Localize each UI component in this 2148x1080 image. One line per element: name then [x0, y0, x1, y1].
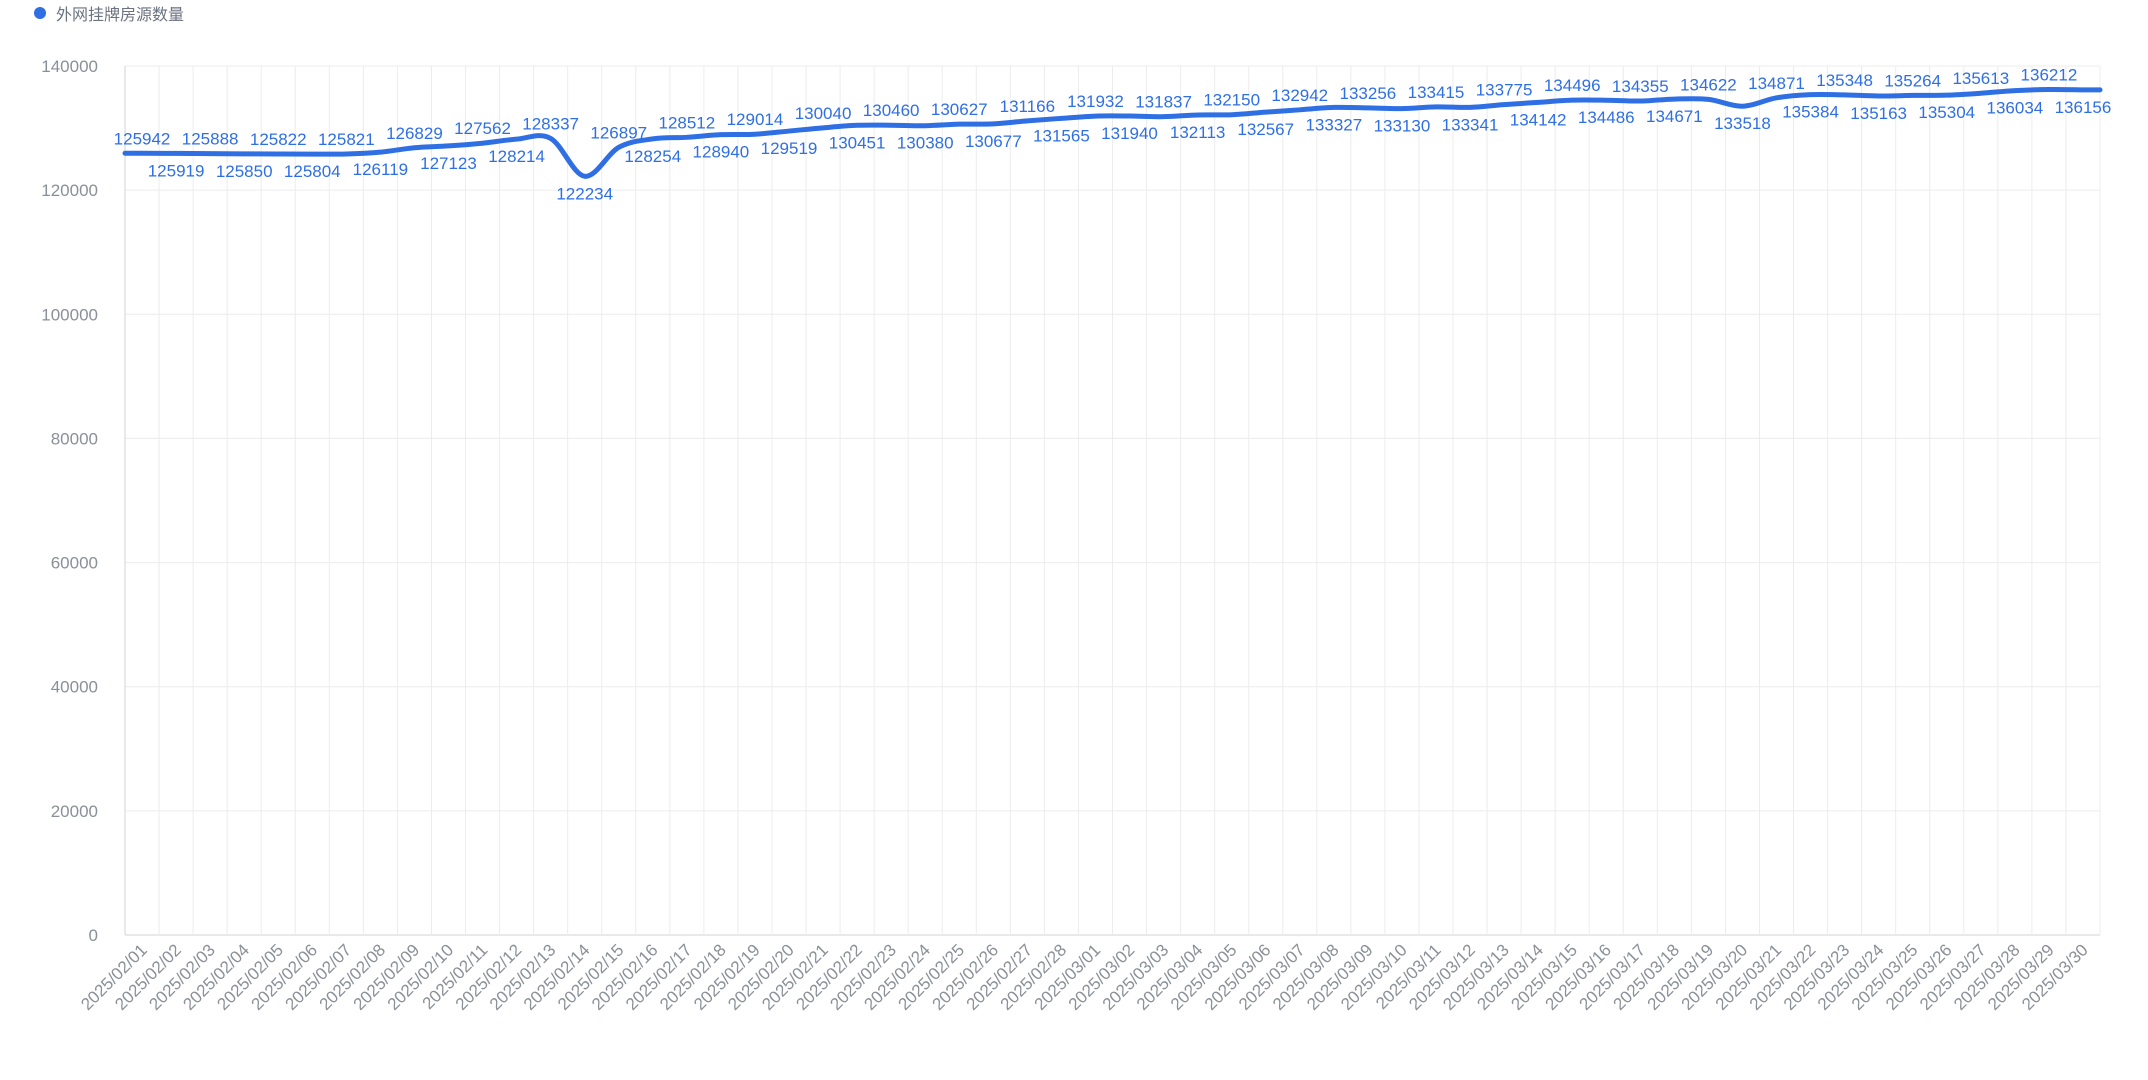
- data-label: 135264: [1884, 71, 1941, 90]
- legend[interactable]: 外网挂牌房源数量: [34, 0, 184, 26]
- data-label: 129519: [761, 139, 818, 158]
- data-label: 125942: [114, 129, 171, 148]
- data-label: 131940: [1101, 124, 1158, 143]
- data-label: 136034: [1987, 99, 2044, 118]
- y-tick-label: 20000: [51, 802, 98, 821]
- data-label: 128214: [488, 147, 545, 166]
- data-label: 131932: [1067, 92, 1124, 111]
- data-label: 125919: [148, 161, 205, 180]
- data-label: 131565: [1033, 126, 1090, 145]
- data-label: 134622: [1680, 75, 1737, 94]
- data-label: 128254: [624, 147, 681, 166]
- data-label: 126119: [353, 160, 408, 179]
- data-label: 122234: [556, 184, 613, 203]
- data-label: 133775: [1476, 81, 1533, 100]
- data-label: 127123: [420, 154, 477, 173]
- data-label: 135613: [1952, 69, 2009, 88]
- data-label: 131166: [1000, 97, 1055, 116]
- data-label: 134486: [1578, 108, 1635, 127]
- data-label: 134871: [1748, 74, 1805, 93]
- data-label: 136212: [2021, 66, 2078, 85]
- data-label: 130451: [829, 133, 886, 152]
- data-label: 125850: [216, 162, 273, 181]
- data-label: 125804: [284, 162, 341, 181]
- data-label: 128337: [522, 114, 579, 133]
- data-label: 133327: [1305, 115, 1362, 134]
- y-tick-label: 0: [89, 926, 98, 945]
- data-label: 128512: [658, 113, 715, 132]
- y-tick-label: 120000: [41, 181, 98, 200]
- data-label: 134142: [1510, 110, 1567, 129]
- data-label: 132113: [1170, 123, 1225, 142]
- data-label: 135348: [1816, 71, 1873, 90]
- data-label: 126897: [590, 123, 647, 142]
- data-label: 126829: [386, 124, 443, 143]
- y-tick-label: 60000: [51, 554, 98, 573]
- data-label: 134496: [1544, 76, 1601, 95]
- data-label: 135163: [1850, 104, 1907, 123]
- data-label: 134671: [1646, 107, 1703, 126]
- legend-marker: [34, 7, 46, 19]
- data-label: 128940: [693, 143, 750, 162]
- legend-label: 外网挂牌房源数量: [56, 5, 185, 24]
- data-label: 125821: [318, 130, 375, 149]
- data-label: 130040: [795, 104, 852, 123]
- data-label: 132942: [1271, 86, 1328, 105]
- data-label: 133341: [1442, 115, 1499, 134]
- data-label: 135384: [1782, 103, 1839, 122]
- data-label: 132150: [1203, 91, 1260, 110]
- data-label: 129014: [727, 110, 784, 129]
- data-label: 135304: [1918, 103, 1975, 122]
- data-label: 130380: [897, 134, 954, 153]
- series-line: [122, 86, 2103, 179]
- data-label: 133518: [1714, 114, 1771, 133]
- data-label: 136156: [2055, 98, 2112, 117]
- data-label: 134355: [1612, 77, 1669, 96]
- data-label: 130460: [863, 101, 920, 120]
- data-label: 131837: [1135, 93, 1192, 112]
- y-tick-label: 80000: [51, 429, 98, 448]
- y-tick-label: 140000: [41, 57, 98, 76]
- data-label: 130677: [965, 132, 1022, 151]
- y-tick-label: 100000: [41, 305, 98, 324]
- data-label: 133415: [1408, 83, 1465, 102]
- data-label: 133130: [1374, 117, 1431, 136]
- data-label: 125888: [182, 130, 239, 149]
- data-label: 125822: [250, 130, 307, 149]
- y-tick-label: 40000: [51, 678, 98, 697]
- data-label: 130627: [931, 100, 988, 119]
- data-label: 133256: [1340, 84, 1397, 103]
- data-label: 132567: [1237, 120, 1294, 139]
- data-label: 127562: [454, 119, 511, 138]
